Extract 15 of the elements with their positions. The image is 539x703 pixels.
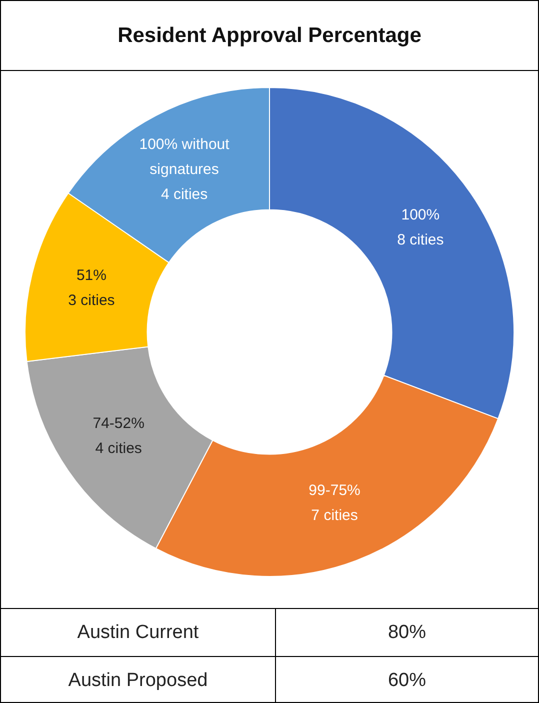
slice-label: 100% without signatures xyxy=(139,136,230,178)
data-label: 8 cities xyxy=(397,231,444,248)
slice-label: 100% xyxy=(401,206,440,224)
text: Austin Current xyxy=(1,608,276,656)
chart-title: Resident Approval Percentage xyxy=(1,1,538,71)
slice-label: 74-52% xyxy=(92,414,144,432)
text: 80% xyxy=(276,608,538,656)
text: 60% xyxy=(276,656,538,703)
slice-label: 51% xyxy=(76,266,106,284)
data-label: 4 cities xyxy=(160,186,208,203)
text: Austin Proposed xyxy=(1,656,276,703)
data-label: 3 cities xyxy=(68,292,115,309)
data-label: 7 cities xyxy=(311,507,358,524)
data-label: 4 cities xyxy=(95,440,142,457)
slice-label: 99-75% xyxy=(308,482,360,500)
